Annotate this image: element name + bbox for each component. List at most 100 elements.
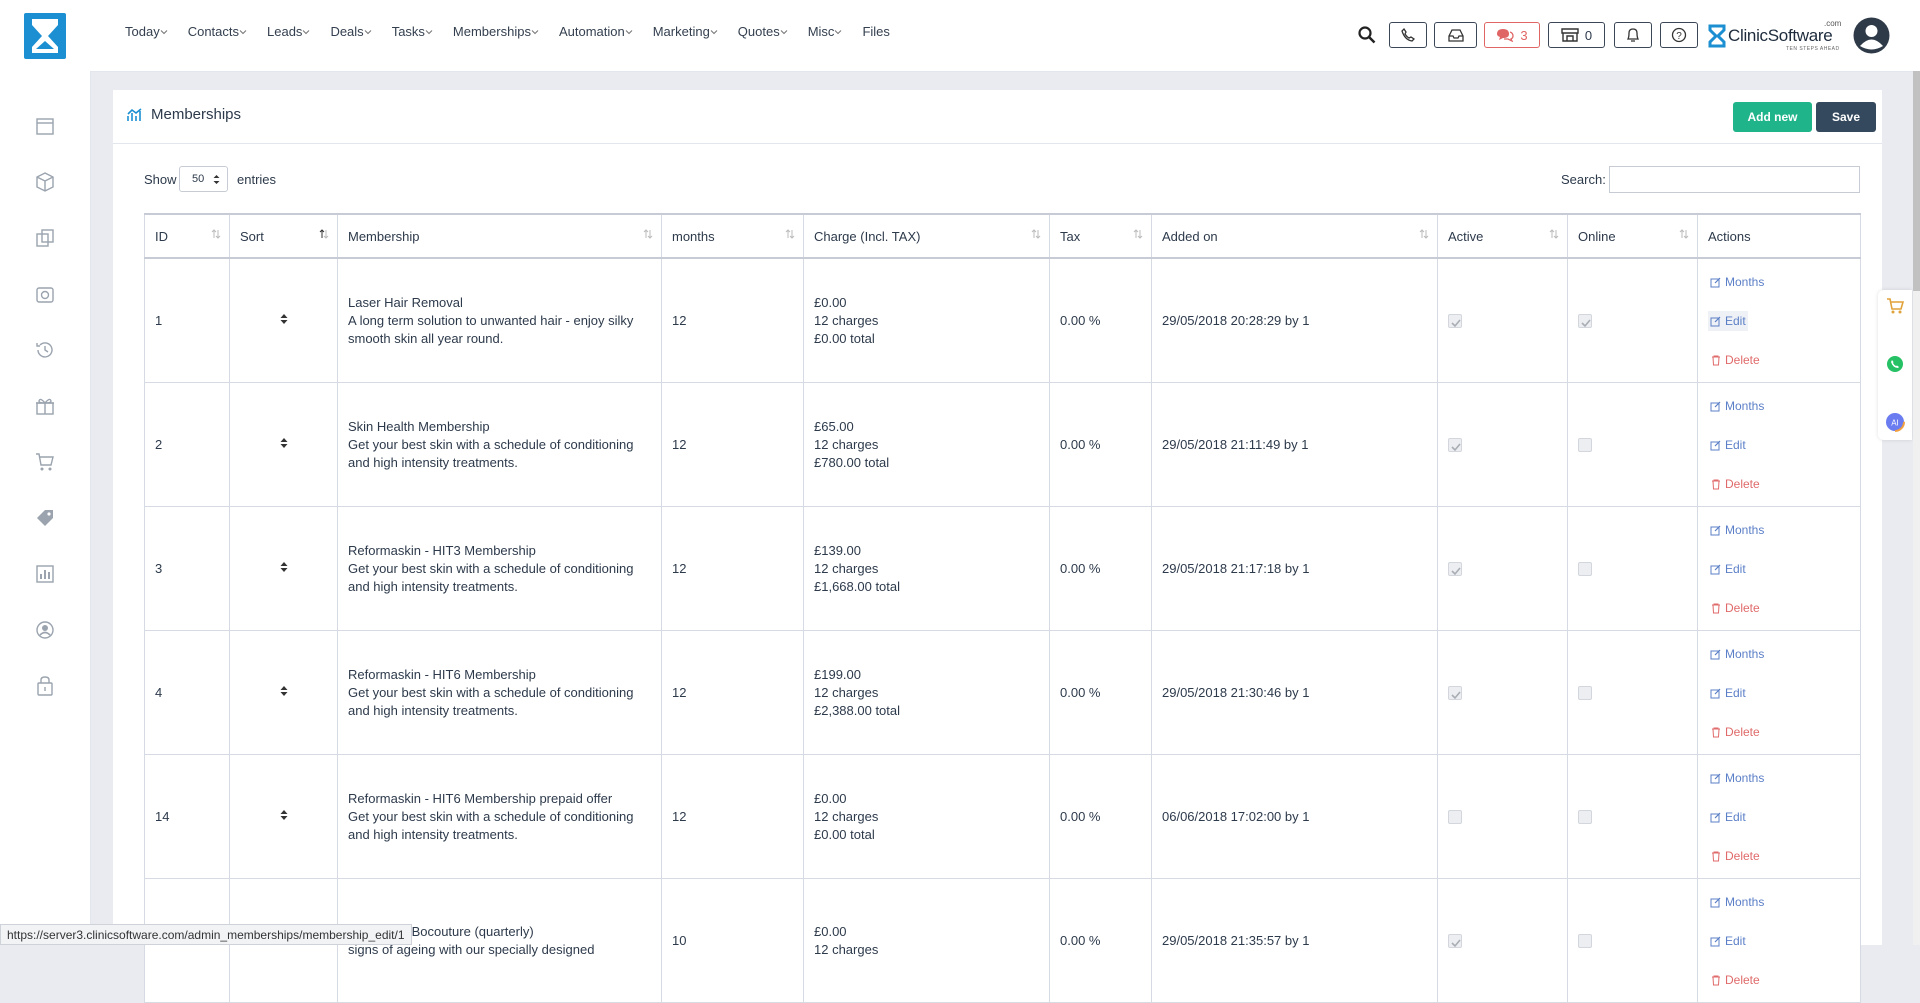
sidebar-icon[interactable] xyxy=(34,283,56,305)
user-avatar[interactable] xyxy=(1853,17,1890,54)
column-label: months xyxy=(672,228,715,244)
column-header[interactable]: Membership xyxy=(337,213,662,259)
column-header[interactable]: ID xyxy=(144,213,230,259)
action-label: Delete xyxy=(1725,476,1760,491)
sort-handle[interactable] xyxy=(280,313,288,325)
actions: Months Edit Delete xyxy=(1708,644,1850,742)
nav-chevron xyxy=(780,30,788,35)
page-size-select[interactable]: 50 xyxy=(179,166,228,192)
membership-cell: Reformaskin - HIT6 Membership Get your be… xyxy=(337,630,662,755)
nav-item[interactable]: Files xyxy=(862,24,889,39)
action-1[interactable]: Edit xyxy=(1708,559,1748,579)
sidebar-icon[interactable] xyxy=(34,451,56,473)
cart-tool[interactable] xyxy=(1886,297,1904,315)
help-button[interactable]: ? xyxy=(1660,22,1698,48)
nav-item[interactable]: Automation xyxy=(559,24,633,39)
inbox-button[interactable] xyxy=(1434,22,1477,48)
action-2[interactable]: Delete xyxy=(1708,598,1762,618)
scrollbar-thumb[interactable] xyxy=(1913,71,1920,291)
brand[interactable]: ClinicSoftware .com TEN STEPS AHEAD xyxy=(1708,19,1843,52)
nav-item[interactable]: Marketing xyxy=(653,24,718,39)
action-icon xyxy=(1710,897,1721,907)
active-cell xyxy=(1437,257,1568,383)
ai-tool[interactable]: AI xyxy=(1885,412,1905,432)
column-header[interactable]: Added on xyxy=(1151,213,1438,259)
nav-chevron xyxy=(160,30,168,35)
column-header[interactable]: Active xyxy=(1437,213,1568,259)
column-header[interactable]: months xyxy=(661,213,804,259)
nav-item[interactable]: Leads xyxy=(267,24,310,39)
action-1[interactable]: Edit xyxy=(1708,683,1748,703)
notifications-button[interactable] xyxy=(1614,22,1652,48)
action-label: Edit xyxy=(1725,685,1746,700)
sort-handle[interactable] xyxy=(280,809,288,821)
active-cell xyxy=(1437,506,1568,631)
action-0[interactable]: Months xyxy=(1708,768,1766,788)
action-2[interactable]: Delete xyxy=(1708,350,1762,370)
nav-item[interactable]: Quotes xyxy=(738,24,788,39)
store-button[interactable]: 0 xyxy=(1548,22,1605,48)
sort-handle[interactable] xyxy=(280,437,288,449)
nav-item[interactable]: Today xyxy=(125,24,168,39)
online-cell xyxy=(1567,257,1698,383)
action-0[interactable]: Months xyxy=(1708,644,1766,664)
column-header[interactable]: Online xyxy=(1567,213,1698,259)
column-header[interactable]: Tax xyxy=(1049,213,1152,259)
sort-handle[interactable] xyxy=(280,685,288,697)
check-mark xyxy=(1451,690,1461,699)
column-header[interactable]: Charge (Incl. TAX) xyxy=(803,213,1050,259)
sidebar-icon[interactable] xyxy=(34,395,56,417)
search-input[interactable] xyxy=(1609,166,1860,193)
messages-button[interactable]: 3 xyxy=(1484,22,1540,48)
nav-label: Files xyxy=(862,24,890,39)
action-label: Months xyxy=(1725,770,1765,785)
save-button[interactable]: Save xyxy=(1816,102,1876,132)
sidebar-icon[interactable] xyxy=(34,339,56,361)
actions-cell: Months Edit Delete xyxy=(1697,630,1861,755)
action-2[interactable]: Delete xyxy=(1708,722,1762,742)
column-label: Charge (Incl. TAX) xyxy=(814,228,921,244)
action-2[interactable]: Delete xyxy=(1708,474,1762,494)
nav-item[interactable]: Misc xyxy=(808,24,843,39)
action-1[interactable]: Edit xyxy=(1708,435,1748,455)
sidebar-icon[interactable] xyxy=(34,675,56,697)
action-0[interactable]: Months xyxy=(1708,272,1766,292)
sidebar-icon[interactable] xyxy=(34,563,56,585)
sort-arrows xyxy=(1679,229,1689,239)
action-1[interactable]: Edit xyxy=(1708,310,1748,331)
nav-item[interactable]: Tasks xyxy=(392,24,433,39)
nav-item[interactable]: Deals xyxy=(330,24,372,39)
sidebar-icon[interactable] xyxy=(34,115,56,137)
sidebar-icon[interactable] xyxy=(34,507,56,529)
active-cell xyxy=(1437,382,1568,507)
nav-item[interactable]: Contacts xyxy=(188,24,247,39)
action-2[interactable]: Delete xyxy=(1708,970,1762,990)
online-cell xyxy=(1567,754,1698,879)
action-icon xyxy=(1710,525,1721,535)
action-0[interactable]: Months xyxy=(1708,396,1766,416)
search-icon[interactable] xyxy=(1358,26,1376,44)
membership-cell: Reformaskin - HIT3 Membership Get your be… xyxy=(337,506,662,631)
sidebar-icon[interactable] xyxy=(34,619,56,641)
action-label: Months xyxy=(1725,398,1765,413)
sort-cell xyxy=(229,382,338,507)
nav-item[interactable]: Memberships xyxy=(453,24,539,39)
whatsapp-tool[interactable] xyxy=(1886,355,1904,373)
action-icon xyxy=(1710,649,1721,659)
phone-button[interactable] xyxy=(1389,22,1427,48)
add-new-button[interactable]: Add new xyxy=(1733,102,1812,132)
membership-description: A long term solution to unwanted hair - … xyxy=(348,312,634,346)
action-0[interactable]: Months xyxy=(1708,892,1766,912)
action-1[interactable]: Edit xyxy=(1708,931,1748,951)
sort-handle[interactable] xyxy=(280,561,288,573)
sidebar-icon[interactable] xyxy=(34,227,56,249)
action-label: Delete xyxy=(1725,600,1760,615)
nav-label: Leads xyxy=(267,24,303,39)
action-2[interactable]: Delete xyxy=(1708,846,1762,866)
app-logo[interactable] xyxy=(22,12,68,60)
online-checkbox xyxy=(1578,313,1592,328)
column-header[interactable]: Sort xyxy=(229,213,338,259)
action-0[interactable]: Months xyxy=(1708,520,1766,540)
action-1[interactable]: Edit xyxy=(1708,807,1748,827)
sidebar-icon[interactable] xyxy=(34,171,56,193)
